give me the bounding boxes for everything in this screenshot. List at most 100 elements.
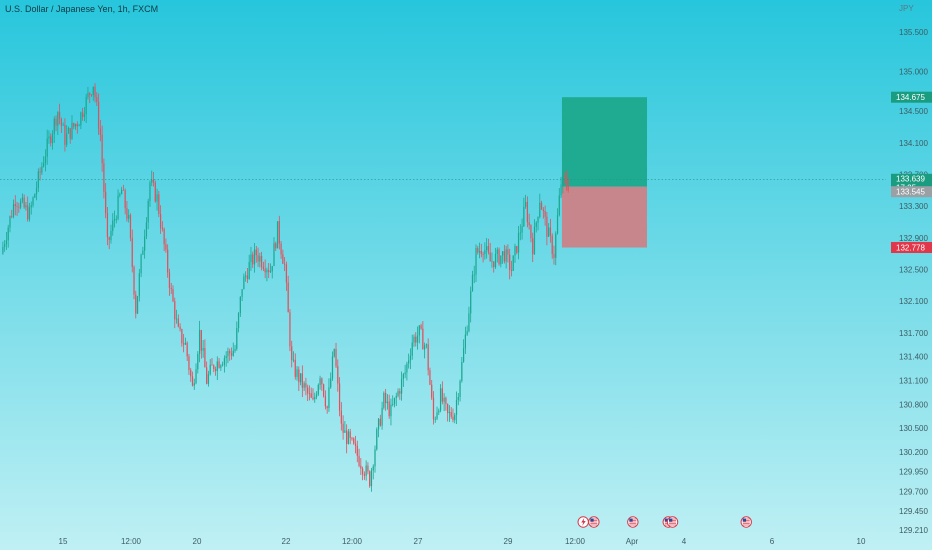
time-axis[interactable]: 15 12:00 20 22 12:00 27 29 12:00 Apr 4 6 10 xyxy=(59,537,866,546)
candle-body xyxy=(333,349,335,357)
candle-body xyxy=(101,134,103,164)
candle-body xyxy=(96,97,98,102)
candle-body xyxy=(259,256,261,262)
candle-body xyxy=(60,118,62,126)
candle-body xyxy=(555,233,557,258)
stop-price-tag-bg xyxy=(891,242,932,254)
candle-body xyxy=(369,471,371,487)
candle-body xyxy=(494,253,497,268)
y-tick-label: 130.200 xyxy=(899,448,928,457)
us-flag-icon[interactable] xyxy=(666,516,679,528)
lightning-flag-icon[interactable] xyxy=(577,516,589,528)
candle-body xyxy=(507,249,509,255)
profit-zone[interactable] xyxy=(561,97,648,187)
candle-body xyxy=(266,269,268,273)
candle-body xyxy=(448,412,451,414)
candle-body xyxy=(418,325,420,336)
candle-body xyxy=(214,369,217,372)
candle-body xyxy=(484,250,486,255)
candle-body xyxy=(276,221,279,249)
candle-body xyxy=(175,318,178,320)
candle-body xyxy=(533,226,536,255)
y-tick-label: 129.450 xyxy=(899,507,928,516)
candle-body xyxy=(409,355,412,361)
lightning-glyph xyxy=(581,518,586,526)
stop-price-tag[interactable]: 132.778 xyxy=(891,242,932,254)
candle-body xyxy=(445,397,447,404)
candle-body xyxy=(344,430,346,433)
candle-body xyxy=(565,178,568,186)
candle-body xyxy=(204,348,206,368)
chart-title: U.S. Dollar / Japanese Yen, 1h, FXCM xyxy=(5,4,159,14)
candle-body xyxy=(523,206,525,227)
candle-body xyxy=(202,348,204,351)
candle-body xyxy=(64,124,66,145)
candle-body xyxy=(431,384,433,398)
entry-price-tag[interactable]: 133.545 xyxy=(891,186,932,198)
candle-body xyxy=(147,200,149,223)
candle-body xyxy=(275,243,277,249)
x-tick-label: 20 xyxy=(193,537,202,546)
candle-body xyxy=(78,125,80,127)
candle-body xyxy=(58,112,61,119)
candle-body xyxy=(436,412,438,419)
us-flag-icon[interactable] xyxy=(588,516,600,528)
candle-body xyxy=(213,365,215,370)
candle-body xyxy=(11,216,13,218)
candle-body xyxy=(229,351,231,354)
us-flag-icon[interactable] xyxy=(740,516,752,528)
candle-body xyxy=(438,410,440,413)
y-tick-label: 131.100 xyxy=(899,376,928,385)
us-flag-icon[interactable] xyxy=(627,516,639,528)
candle-body xyxy=(317,384,319,395)
candle-body xyxy=(99,128,101,135)
current-price-text: 133.639 xyxy=(896,174,925,183)
candle-body xyxy=(27,205,29,220)
candle-body xyxy=(97,101,100,129)
x-tick-label: 27 xyxy=(414,537,423,546)
candle-body xyxy=(51,133,54,144)
y-tick-label: 134.100 xyxy=(899,139,928,148)
candle-body xyxy=(103,163,105,192)
candle-body xyxy=(227,351,229,357)
candle-body xyxy=(482,254,484,255)
candle-body xyxy=(89,92,91,95)
candle-body xyxy=(220,365,222,368)
target-price-tag[interactable]: 134.675 xyxy=(891,91,932,103)
candle-body xyxy=(273,243,275,267)
entry-price-text: 133.545 xyxy=(896,188,925,197)
candle-body xyxy=(562,175,564,185)
candle-body xyxy=(159,214,162,228)
target-price-tag-bg xyxy=(891,91,932,103)
candle-body xyxy=(7,227,9,241)
candle-body xyxy=(239,296,241,314)
candle-body xyxy=(360,465,362,469)
candle-body xyxy=(517,233,520,253)
y-tick-label: 130.800 xyxy=(899,400,928,409)
candle-body xyxy=(268,269,270,273)
candle-body xyxy=(177,318,179,327)
candle-body xyxy=(223,358,226,365)
candle-body xyxy=(441,388,443,402)
x-tick-label: 22 xyxy=(282,537,291,546)
candles-layer xyxy=(2,83,569,492)
candle-body xyxy=(509,254,511,270)
candle-body xyxy=(346,430,348,444)
target-price-text: 134.675 xyxy=(896,93,925,102)
x-tick-label: 12:00 xyxy=(121,537,142,546)
candle-body xyxy=(186,342,188,357)
candle-body xyxy=(87,92,89,97)
candle-body xyxy=(310,393,312,398)
candle-body xyxy=(470,291,472,314)
candle-body xyxy=(225,356,227,359)
candle-body xyxy=(18,206,20,208)
candle-body xyxy=(542,209,544,211)
stop-loss-zone[interactable] xyxy=(561,186,648,248)
candle-body xyxy=(252,254,254,265)
candle-body xyxy=(48,136,50,139)
candle-body xyxy=(546,216,548,237)
candle-body xyxy=(255,249,257,256)
candle-body xyxy=(253,249,256,265)
